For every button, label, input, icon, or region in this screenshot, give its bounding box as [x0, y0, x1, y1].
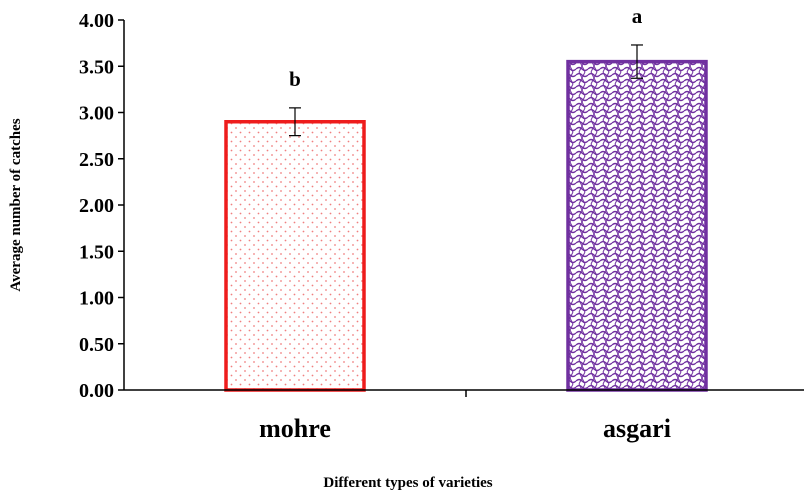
y-tick-label: 1.00 [79, 288, 114, 310]
y-tick-label: 3.50 [79, 56, 114, 78]
bar-mohre [226, 122, 364, 390]
y-tick-label: 2.50 [79, 149, 114, 171]
significance-letter-asgari: a [632, 4, 643, 28]
category-label-asgari: asgari [603, 414, 671, 443]
y-tick-label: 1.50 [79, 241, 114, 263]
x-axis-title: Different types of varieties [323, 475, 492, 491]
y-tick-label: 0.00 [79, 380, 114, 402]
y-axis-title: Average number of catches [8, 118, 24, 291]
significance-letter-mohre: b [289, 67, 301, 91]
y-axis-ticks: 0.00 0.50 1.00 1.50 2.00 2.50 3.00 3.50 4.00 [79, 10, 124, 402]
bar-asgari [568, 62, 706, 390]
y-tick-label: 4.00 [79, 10, 114, 32]
category-label-mohre: mohre [259, 414, 331, 443]
y-tick-label: 3.00 [79, 103, 114, 125]
y-tick-label: 2.00 [79, 195, 114, 217]
y-tick-label: 0.50 [79, 334, 114, 356]
bars [226, 62, 706, 390]
